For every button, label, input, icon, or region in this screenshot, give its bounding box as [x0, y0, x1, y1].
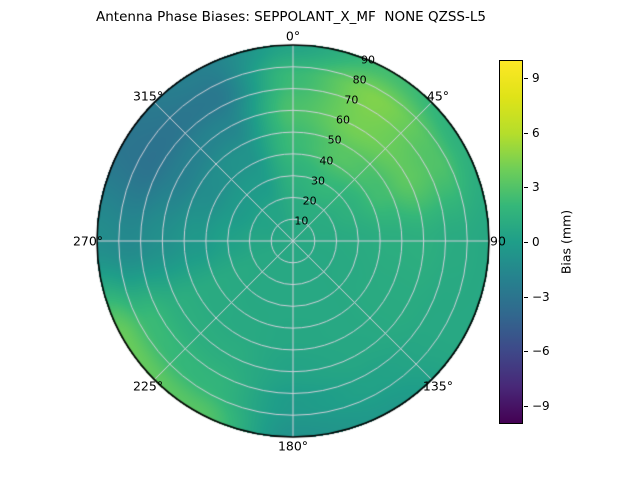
colorbar — [499, 60, 523, 424]
radial-tick-label-70: 70 — [344, 93, 359, 107]
colorbar-tick-label--6: −6 — [532, 344, 550, 359]
colorbar-tick — [524, 187, 528, 189]
radial-tick-label-80: 80 — [352, 73, 367, 87]
colorbar-tick — [524, 78, 528, 80]
colorbar-tick — [524, 296, 528, 298]
radial-tick-label-40: 40 — [319, 154, 334, 168]
colorbar-tick — [524, 351, 528, 353]
colorbar-tick-label--3: −3 — [532, 289, 550, 304]
colorbar-tick-label--9: −9 — [532, 398, 550, 413]
angle-label-180: 180° — [277, 438, 309, 454]
radial-tick-label-30: 30 — [311, 174, 325, 188]
colorbar-tick-label-9: 9 — [532, 71, 540, 86]
colorbar-tick-label-6: 6 — [532, 125, 540, 140]
radial-tick-label-20: 20 — [302, 194, 317, 208]
colorbar-tick-label-0: 0 — [532, 235, 540, 249]
colorbar-tick — [524, 405, 528, 407]
angle-label-0: 0° — [285, 28, 301, 44]
colorbar-tick — [524, 242, 528, 243]
radial-tick-label-10: 10 — [294, 214, 309, 228]
colorbar-tick-label-3: 3 — [532, 180, 540, 195]
colorbar-axis-label: Bias (mm) — [558, 209, 574, 275]
angle-label-45: 45° — [426, 88, 450, 104]
angle-label-225: 225° — [132, 378, 164, 394]
angle-label-315: 315° — [132, 88, 164, 104]
radial-tick-label-90: 90 — [361, 53, 375, 67]
angle-label-270: 270° — [72, 233, 104, 249]
radial-tick-label-60: 60 — [336, 113, 350, 127]
radial-tick-label-50: 50 — [327, 133, 342, 147]
angle-label-135: 135° — [422, 378, 454, 394]
angle-label-90: 90 — [490, 233, 506, 249]
colorbar-tick — [524, 132, 528, 134]
